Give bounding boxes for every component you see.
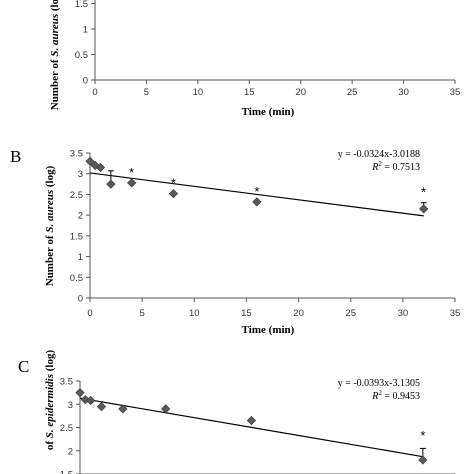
panel-b-x-tick-label: 10: [189, 308, 200, 319]
panel-b-x-tick-label: 25: [345, 308, 356, 319]
panel-b-data-point: [168, 188, 179, 199]
panel-b-y-axis-title-species: S. aureus: [44, 190, 56, 233]
panel-b-x-tick-label: 30: [398, 308, 409, 319]
panel-c-y-axis-title: of S. epidermidis (log): [44, 350, 56, 451]
panel-c-r2-symbol: R: [371, 391, 378, 402]
panel-a-plot: 0 0.5 1 1.5 0 5 10 15 20 25 30 35: [75, 0, 461, 98]
panel-c-r-squared: R2 = 0.9453: [371, 389, 420, 402]
panel-a-y-axis-title-post: (log): [49, 0, 61, 14]
panel-c-letter: C: [18, 357, 29, 376]
panel-b-y-tick-label: 2: [78, 211, 83, 222]
panel-b-y-tick-label: 1: [78, 252, 83, 263]
panel-c-data-point: [96, 401, 107, 412]
panel-c-data-point: [75, 388, 85, 398]
panel-b-x-axis-title: Time (min): [242, 324, 295, 336]
panel-b-y-tick-label: 0: [78, 294, 83, 305]
panel-c-y-tick-label: 2.5: [60, 423, 73, 434]
panel-b-y-tick-label: 3: [78, 169, 83, 180]
panel-c-data-point: [118, 404, 128, 414]
panel-b-data-point: [252, 197, 262, 207]
panel-c-data-point: [86, 395, 96, 406]
panel-a-x-axis-title: Time (min): [242, 106, 295, 118]
panel-c-trendline: [79, 397, 423, 458]
panel-b-significance-star: *: [421, 185, 426, 200]
panel-a-x-tick-label: 0: [92, 87, 97, 98]
panel-a-x-tick-label: 10: [193, 87, 204, 98]
panel-c-y-axis-title-post: (log): [44, 350, 56, 374]
panel-c: C 1.522.533.5* y = -0.0393x-3.1305 R2 = …: [18, 350, 455, 474]
panel-a: 0 0.5 1 1.5 0 5 10 15 20 25 30 35 Time (min) Number…: [49, 0, 460, 118]
panel-c-y-tick-label: 3.5: [60, 377, 73, 388]
panel-c-data-point: [418, 455, 428, 465]
panel-a-x-tick-label: 20: [295, 87, 306, 98]
panel-a-x-tick-label: 35: [450, 87, 461, 98]
panel-b: B 0 0.5 1 1.5 2 2.5 3 3.5 0 5 10 15 20 25 30 35 * * * * y =…: [10, 147, 460, 336]
panel-c-y-tick-label: 1.5: [60, 470, 73, 474]
panel-b-data-point: [85, 156, 95, 166]
panel-c-plot: 1.5 2 2.5 3 3.5 *: [60, 377, 455, 474]
panel-b-y-tick-label: 1.5: [70, 231, 83, 242]
panel-b-x-tick-label: 0: [87, 308, 92, 319]
panel-c-equation: y = -0.0393x-3.1305: [338, 378, 420, 389]
panel-c-y-axis-title-species: S. epidermidis: [44, 374, 56, 438]
panel-b-significance-star: *: [254, 184, 259, 199]
panel-a-y-axis-title-pre: Number of: [49, 57, 61, 111]
panel-c-r2-value: = 0.9453: [382, 391, 420, 402]
panel-c-data-point: [161, 404, 171, 414]
panel-a-x-tick-label: 15: [244, 87, 255, 98]
panel-a-y-axis-title-species: S. aureus: [49, 14, 61, 57]
panel-b-y-axis-title: Number of S. aureus (log): [44, 165, 56, 286]
panel-b-equation: y = -0.0324x-3.0188: [338, 149, 420, 160]
panel-a-y-tick-label: 0: [83, 76, 88, 87]
panel-b-data-point: [95, 162, 106, 173]
panel-b-r-squared: R2 = 0.7513: [371, 160, 420, 173]
panel-a-y-tick-label: 1.5: [75, 0, 88, 10]
panel-b-y-axis-title-pre: Number of: [44, 233, 56, 287]
panel-b-x-tick-label: 15: [241, 308, 252, 319]
panel-a-x-tick-label: 25: [347, 87, 358, 98]
panel-a-y-tick-label: 1: [83, 25, 88, 36]
panel-c-r2-exponent: 2: [378, 389, 382, 397]
panel-a-y-tick-label: 0.5: [75, 50, 88, 61]
panel-b-r2-exponent: 2: [378, 160, 382, 168]
panel-a-x-tick-label: 30: [398, 87, 409, 98]
panel-c-y-axis-title-pre: of: [44, 438, 56, 450]
panel-b-y-tick-label: 0.5: [70, 273, 83, 284]
panel-b-letter: B: [10, 147, 21, 166]
panel-a-x-tick-label: 5: [144, 87, 149, 98]
panel-b-significance-star: *: [171, 176, 176, 191]
panel-b-data-point: [127, 178, 137, 188]
panel-b-data-point: [419, 204, 429, 214]
panel-b-y-tick-label: 3.5: [70, 149, 83, 160]
panel-b-significance-star: *: [129, 165, 134, 180]
panel-b-data-point: [106, 179, 116, 189]
panel-c-y-tick-label: 2: [68, 446, 73, 457]
panel-b-y-tick-label: 2.5: [70, 190, 83, 201]
panel-b-y-axis-title-post: (log): [44, 165, 56, 189]
panel-c-y-tick-label: 3: [68, 400, 73, 411]
panel-c-data-point: [246, 415, 257, 426]
panel-b-x-tick-label: 20: [293, 308, 304, 319]
panel-c-significance-star: *: [420, 428, 425, 443]
panel-b-x-tick-label: 35: [450, 308, 461, 319]
panel-b-plot: 0 0.5 1 1.5 2 2.5 3 3.5 0 5 10 15 20 25 30 35 * * * *: [70, 149, 461, 320]
panel-b-trendline: [89, 172, 424, 217]
panel-a-y-axis-title: Number of S. aureus (log): [49, 0, 61, 110]
panel-b-r2-value: = 0.7513: [382, 162, 420, 173]
panel-b-x-tick-label: 5: [139, 308, 144, 319]
panel-b-r2-symbol: R: [371, 162, 378, 173]
